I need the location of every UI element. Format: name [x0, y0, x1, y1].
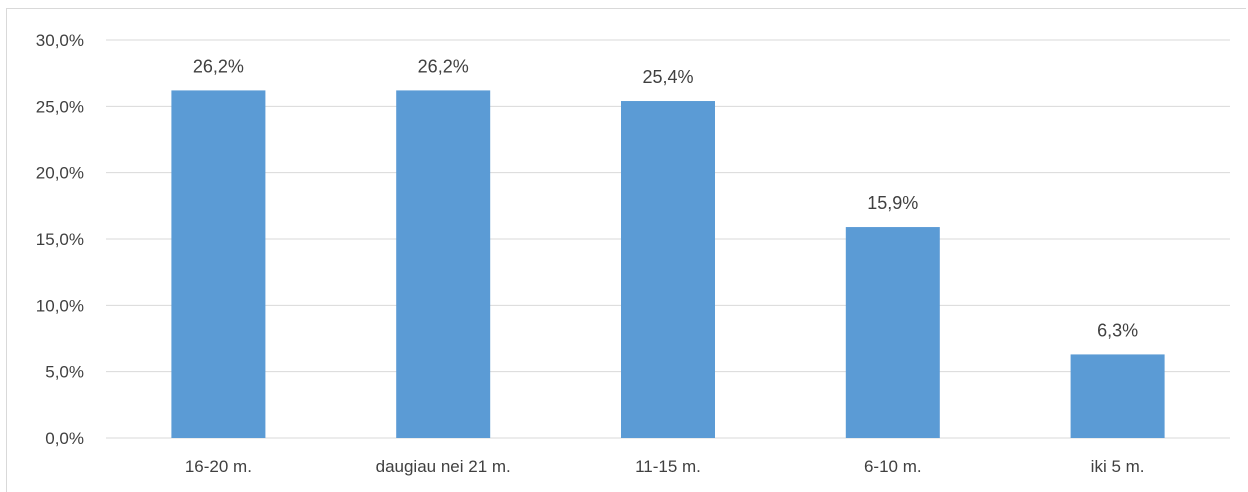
- x-category-label: 6-10 m.: [864, 457, 922, 476]
- bar: [845, 227, 940, 438]
- bars: [171, 90, 1165, 438]
- x-category-label: iki 5 m.: [1091, 457, 1145, 476]
- bar: [171, 90, 266, 438]
- y-tick-label: 15,0%: [36, 230, 84, 249]
- data-label: 26,2%: [193, 56, 244, 76]
- x-axis-category-labels: 16-20 m. daugiau nei 21 m. 11-15 m. 6-10 m.…: [185, 457, 1145, 476]
- data-label: 26,2%: [418, 56, 469, 76]
- y-axis-tick-labels: 0,0% 5,0% 10,0% 15,0% 20,0% 25,0% 30,0%: [36, 31, 84, 448]
- y-tick-label: 30,0%: [36, 31, 84, 50]
- chart-frame: [6, 8, 1246, 492]
- x-category-label: daugiau nei 21 m.: [376, 457, 511, 476]
- y-tick-label: 0,0%: [45, 429, 84, 448]
- y-tick-label: 20,0%: [36, 164, 84, 183]
- x-category-label: 11-15 m.: [635, 457, 701, 476]
- data-labels: 26,2% 26,2% 25,4% 15,9% 6,3%: [193, 56, 1138, 340]
- data-label: 15,9%: [867, 193, 918, 213]
- data-label: 6,3%: [1097, 320, 1138, 340]
- y-tick-label: 10,0%: [36, 296, 84, 315]
- bar: [1070, 354, 1165, 438]
- bar: [396, 90, 491, 438]
- x-category-label: 16-20 m.: [185, 457, 252, 476]
- y-tick-label: 25,0%: [36, 97, 84, 116]
- data-label: 25,4%: [642, 67, 693, 87]
- y-tick-label: 5,0%: [45, 363, 84, 382]
- bar: [621, 101, 715, 438]
